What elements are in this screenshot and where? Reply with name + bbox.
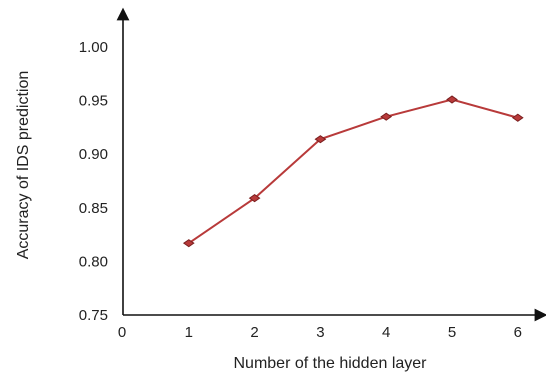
x-tick-label: 4: [382, 324, 390, 341]
x-tick-label: 1: [185, 324, 193, 341]
x-tick-label: 2: [250, 324, 258, 341]
x-tick-label: 0: [118, 324, 126, 341]
x-axis-title: Number of the hidden layer: [234, 355, 428, 372]
y-tick-label: 0.95: [79, 93, 108, 110]
y-tick-label: 0.80: [79, 253, 108, 270]
x-tick-label: 5: [448, 324, 456, 341]
y-tick-label: 1.00: [79, 39, 108, 56]
data-point: [511, 113, 524, 122]
y-axis-title: Accuracy of IDS prediction: [15, 71, 32, 260]
y-tick-label: 0.75: [79, 307, 108, 324]
series-markers: [182, 95, 524, 248]
series-line: [188, 98, 519, 245]
data-point: [248, 194, 261, 203]
y-tick-label: 0.90: [79, 146, 108, 163]
data-point: [380, 112, 393, 121]
x-tick-label: 3: [316, 324, 324, 341]
x-tick-label: 6: [514, 324, 522, 341]
y-tick-labels: 0.75 0.80 0.85 0.90 0.95 1.00: [79, 39, 108, 324]
y-tick-label: 0.85: [79, 200, 108, 217]
x-tick-labels: 0 1 2 3 4 5 6: [118, 324, 522, 341]
data-point: [314, 135, 327, 144]
data-point: [182, 239, 195, 248]
data-point: [446, 95, 458, 104]
